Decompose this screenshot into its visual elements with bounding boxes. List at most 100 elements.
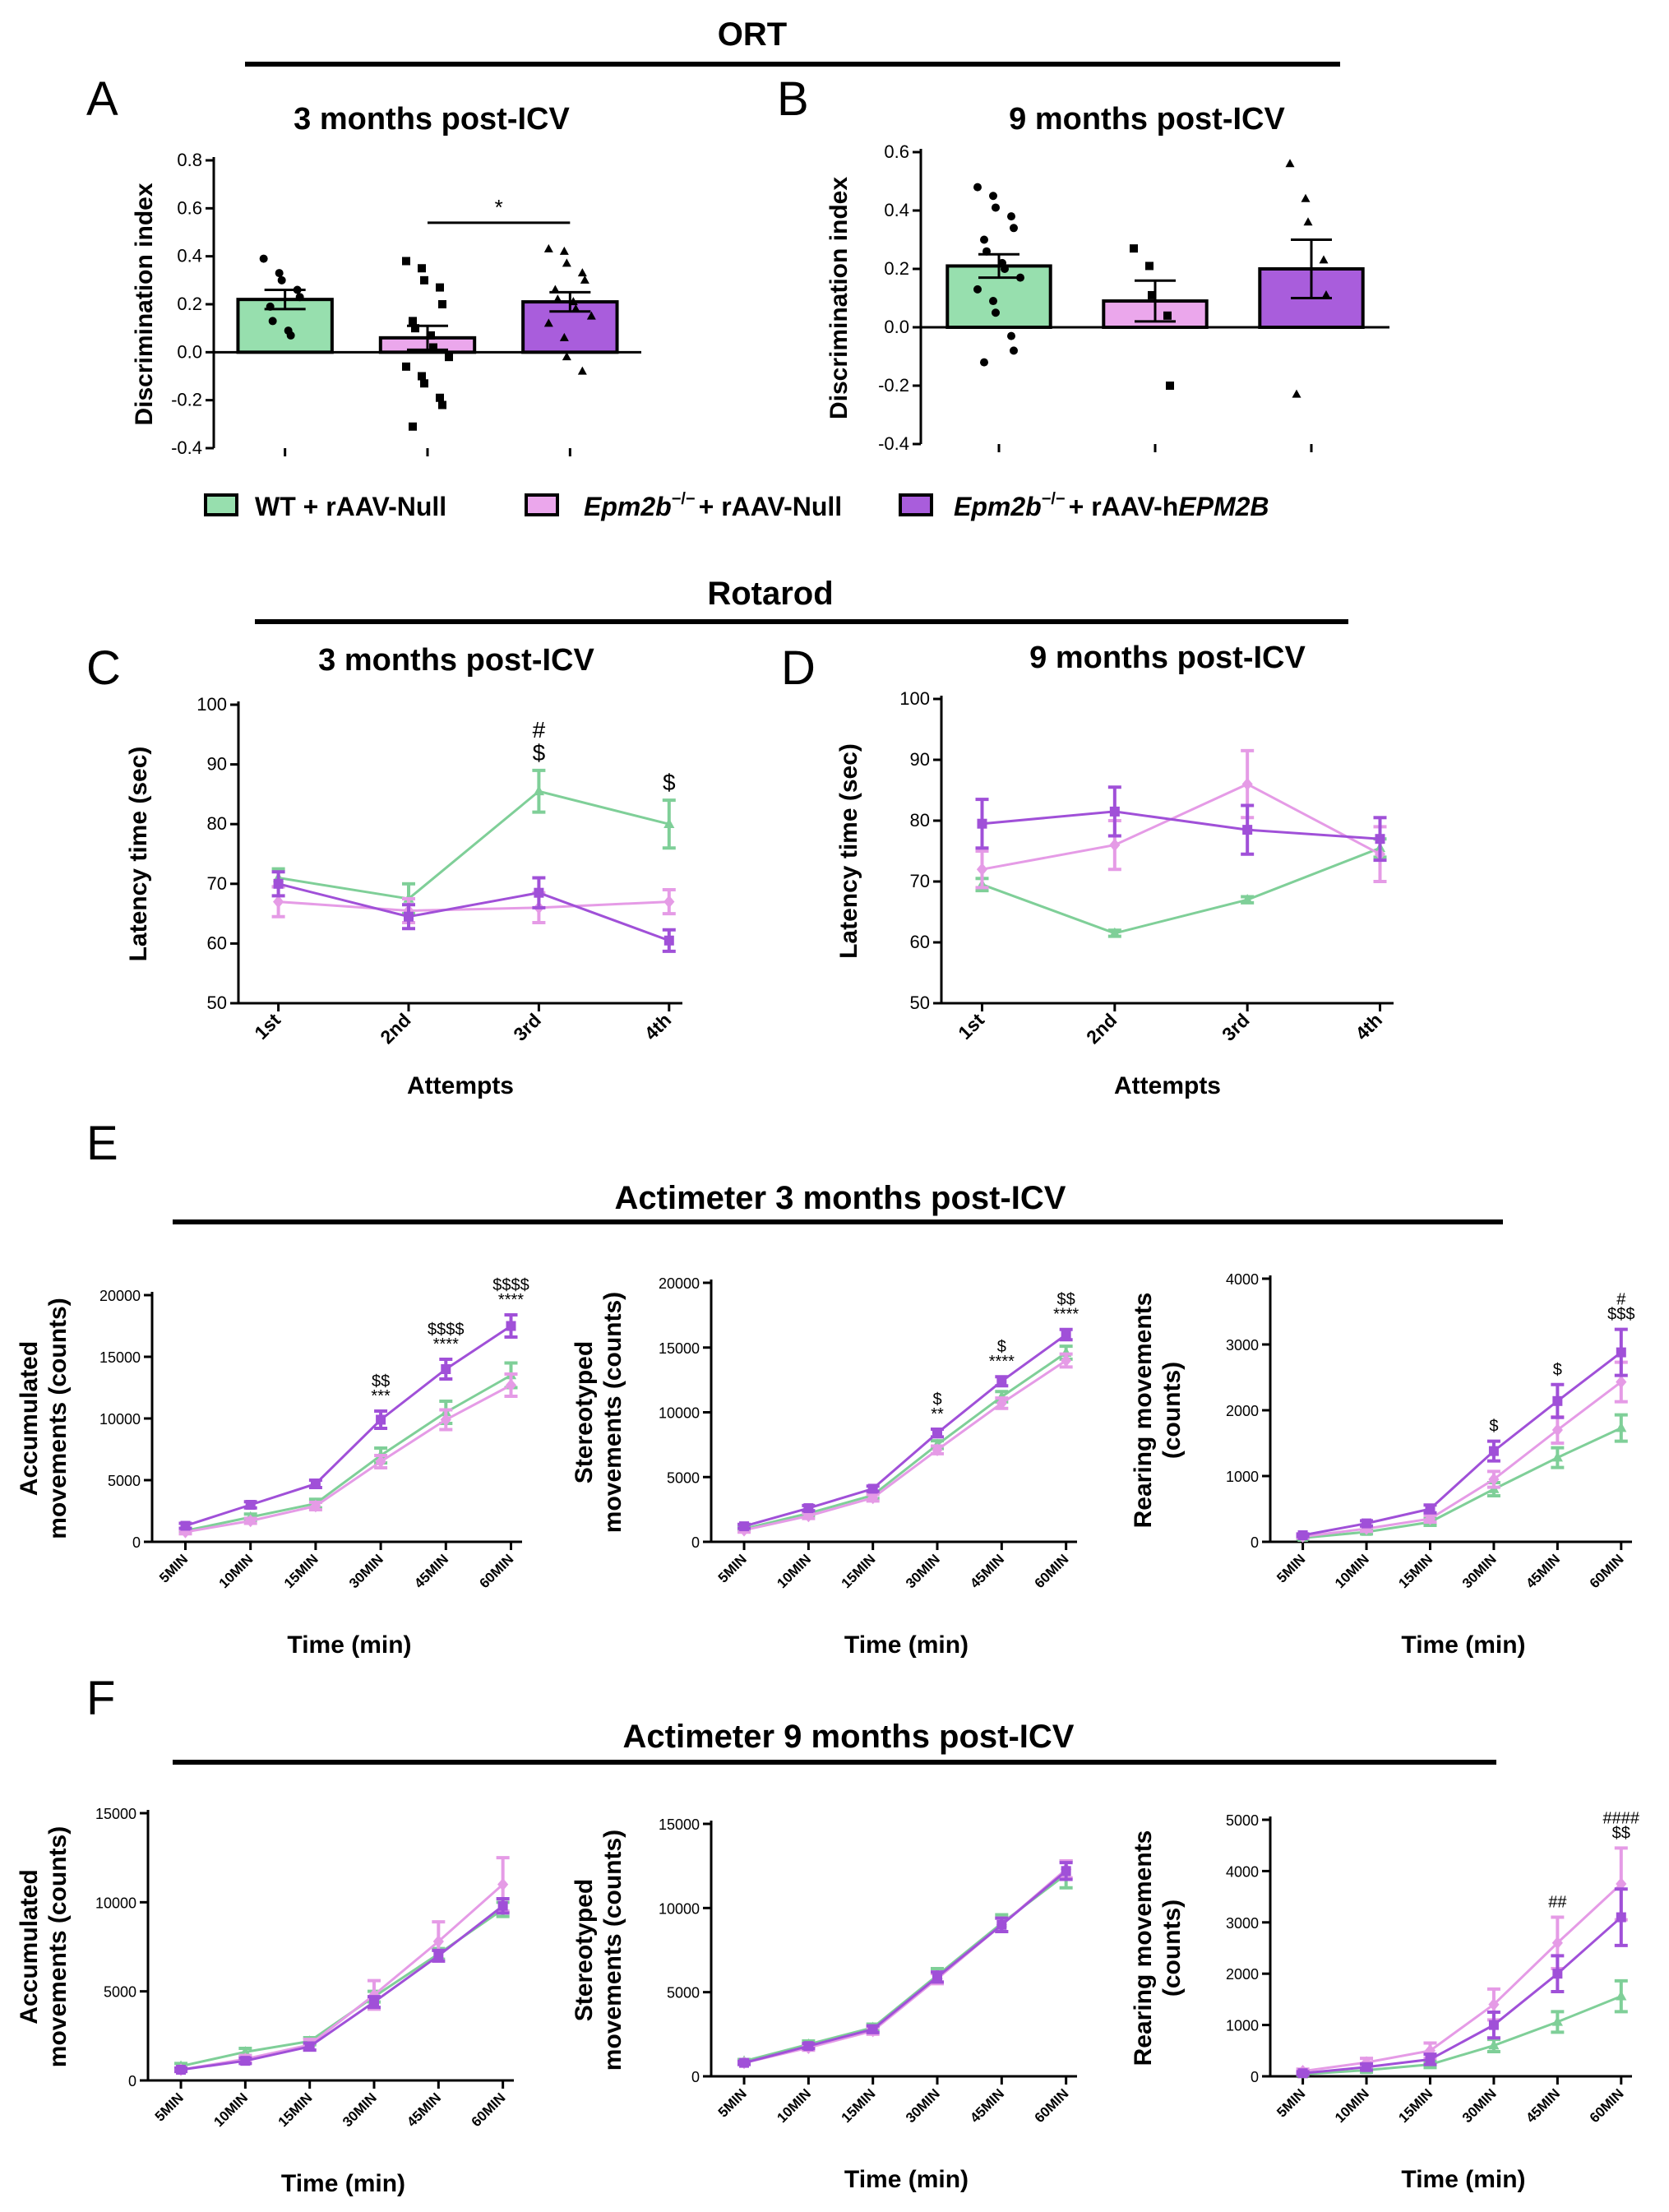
x-axis-title: Attempts bbox=[1114, 1072, 1221, 1099]
data-point bbox=[577, 366, 587, 375]
significance-label: $ bbox=[533, 740, 546, 766]
data-point bbox=[992, 308, 1000, 317]
point-hepm2b bbox=[803, 1503, 814, 1514]
x-tick-label: 30MIN bbox=[340, 2089, 380, 2130]
series-line-hepm2b bbox=[743, 1333, 1067, 1528]
x-tick-label: 5MIN bbox=[1274, 2085, 1308, 2120]
series-line-hepm2b bbox=[743, 1870, 1067, 2065]
y-tick-label: 10000 bbox=[99, 1411, 141, 1428]
chart-d: D 9 months post-ICV 50 60 70 80 90 100 Latency t… bbox=[781, 641, 1394, 1099]
y-axis-title: Rearing movements bbox=[1130, 1293, 1157, 1529]
series-line-hepm2b bbox=[278, 882, 670, 942]
point-hepm2b bbox=[1061, 1330, 1071, 1340]
point-hepm2b bbox=[1616, 1912, 1626, 1923]
series-line-hepm2b bbox=[185, 1325, 512, 1527]
significance-label: $$ bbox=[372, 1372, 390, 1391]
data-point bbox=[1301, 193, 1311, 202]
data-point bbox=[562, 258, 571, 267]
y-tick-label: 15000 bbox=[95, 1806, 136, 1822]
y-tick-label: 0.0 bbox=[884, 317, 909, 337]
point-null bbox=[1616, 1877, 1627, 1890]
point-null bbox=[375, 1455, 386, 1469]
x-tick-label: 10MIN bbox=[774, 1551, 814, 1591]
x-tick-label: 45MIN bbox=[1523, 1551, 1563, 1591]
point-wt bbox=[663, 818, 675, 828]
significance-label: $$$ bbox=[1607, 1306, 1634, 1324]
point-hepm2b bbox=[1552, 1969, 1563, 1979]
data-point bbox=[1319, 255, 1329, 264]
x-tick-label: 45MIN bbox=[411, 1551, 451, 1591]
data-point bbox=[1148, 290, 1156, 299]
data-point bbox=[1292, 389, 1301, 398]
y-tick-label: 0 bbox=[132, 1534, 141, 1551]
data-point bbox=[571, 303, 580, 312]
x-tick-label: 3rd bbox=[509, 1009, 545, 1045]
x-tick-label: 30MIN bbox=[903, 2085, 943, 2126]
y-axis-title: Latency time (sec) bbox=[125, 747, 152, 962]
significance-label: $ bbox=[1489, 1418, 1498, 1436]
series-line-wt bbox=[1302, 1427, 1622, 1539]
y-tick-label: 10000 bbox=[659, 1405, 700, 1422]
data-point bbox=[1007, 212, 1015, 221]
x-tick-label: 10MIN bbox=[1332, 2085, 1372, 2126]
significance-label: $ bbox=[1553, 1361, 1562, 1379]
point-wt bbox=[239, 2046, 251, 2057]
x-tick-label: 15MIN bbox=[839, 1551, 879, 1591]
point-hepm2b bbox=[506, 1321, 516, 1331]
y-axis-title: Rearing movements bbox=[1130, 1830, 1157, 2066]
data-point bbox=[989, 192, 997, 201]
point-hepm2b bbox=[932, 1972, 943, 1983]
y-tick-label: 0.6 bbox=[177, 197, 202, 218]
significance-label: ** bbox=[931, 1405, 944, 1423]
series-line-hepm2b bbox=[1302, 1916, 1622, 2075]
series-line-wt bbox=[180, 1908, 504, 2068]
chart-e1: E 0 5000 10000 15000 20000 Accumulated movement… bbox=[16, 1117, 529, 1659]
x-tick-label: 30MIN bbox=[346, 1551, 386, 1591]
y-tick-label: 80 bbox=[207, 813, 227, 834]
data-point bbox=[550, 285, 560, 294]
data-point bbox=[275, 269, 284, 278]
x-tick-label: 30MIN bbox=[1459, 2085, 1500, 2126]
data-point bbox=[259, 254, 268, 263]
panel-letter: E bbox=[86, 1117, 118, 1170]
y-axis-title: Accumulated bbox=[16, 1341, 43, 1496]
data-point bbox=[402, 257, 410, 266]
point-null bbox=[1241, 777, 1253, 791]
point-null bbox=[1551, 1423, 1563, 1437]
y-tick-label: 0.2 bbox=[177, 294, 202, 314]
point-null bbox=[867, 1491, 879, 1505]
y-tick-label: 0.4 bbox=[177, 246, 202, 266]
y-tick-label: 4000 bbox=[1226, 1271, 1259, 1288]
y-axis-title: Discrimination index bbox=[825, 177, 853, 419]
series-line-wt bbox=[278, 789, 670, 900]
x-tick-label: 60MIN bbox=[1587, 2085, 1627, 2126]
x-tick-label: 45MIN bbox=[967, 2085, 1007, 2126]
series-line-null bbox=[743, 1868, 1067, 2065]
significance-label: *** bbox=[371, 1387, 391, 1405]
x-axis-title: Time (min) bbox=[1401, 2166, 1525, 2193]
y-axis-title: movements (counts) bbox=[599, 1830, 626, 2071]
x-axis-title: Time (min) bbox=[844, 2166, 969, 2193]
y-tick-label: 20000 bbox=[99, 1288, 141, 1304]
panel-title: 9 months post-ICV bbox=[1009, 102, 1285, 137]
y-tick-label: 0.8 bbox=[177, 150, 202, 170]
point-hepm2b bbox=[304, 2041, 315, 2052]
y-tick-label: 5000 bbox=[108, 1473, 141, 1489]
significance-label: # bbox=[1616, 1291, 1626, 1309]
point-null bbox=[1109, 838, 1121, 852]
data-point bbox=[402, 362, 410, 371]
chart-b: B 9 months post-ICV -0.4 -0.2 0.0 0.2 0.4 0.6 Di… bbox=[777, 72, 1389, 454]
x-axis-title: Time (min) bbox=[287, 1631, 411, 1659]
point-hepm2b bbox=[932, 1428, 943, 1438]
x-tick-label: 5MIN bbox=[152, 2089, 187, 2124]
y-tick-label: -0.4 bbox=[878, 433, 909, 454]
data-point bbox=[980, 358, 988, 367]
point-hepm2b bbox=[176, 2065, 187, 2075]
y-tick-label: 1000 bbox=[1226, 1469, 1259, 1485]
data-point bbox=[438, 300, 446, 308]
point-null bbox=[432, 1935, 444, 1948]
legend-label-wt: WT + rAAV-Null bbox=[255, 492, 446, 521]
point-hepm2b bbox=[996, 1919, 1007, 1930]
x-tick-label: 15MIN bbox=[1395, 2085, 1436, 2126]
point-hepm2b bbox=[1425, 2054, 1436, 2065]
